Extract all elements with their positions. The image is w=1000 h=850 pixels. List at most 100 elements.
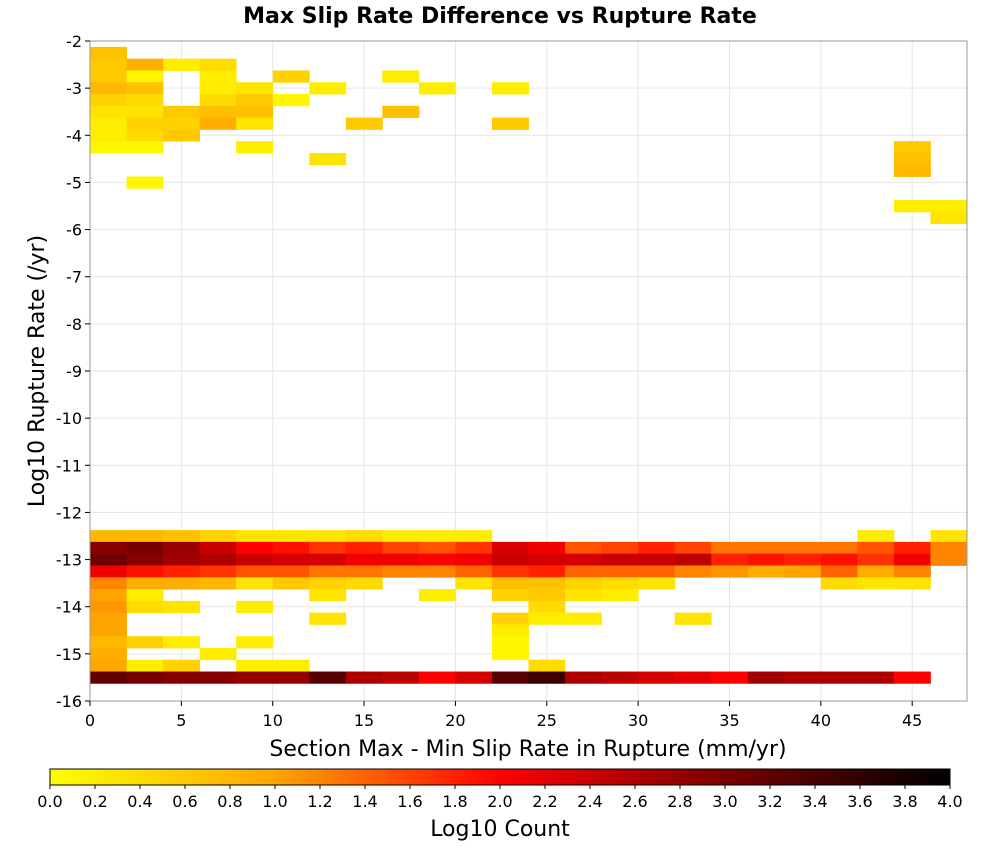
heatmap-cell	[90, 70, 127, 83]
heatmap-cell	[893, 671, 931, 684]
heatmap-cell	[90, 600, 127, 614]
heatmap-cell	[126, 82, 164, 95]
heatmap-cell	[272, 577, 310, 590]
heatmap-cell	[236, 671, 274, 684]
heatmap-cell	[893, 541, 931, 555]
heatmap-cell	[893, 553, 931, 566]
heatmap-cell	[711, 671, 749, 684]
heatmap-cell	[382, 565, 420, 578]
heatmap-cell	[601, 577, 639, 590]
heatmap-cell	[163, 671, 201, 684]
heatmap-cell	[491, 647, 529, 661]
heatmap-cell	[272, 565, 310, 578]
heatmap-cell	[784, 565, 822, 578]
heatmap-cell	[272, 94, 310, 107]
heatmap-cell	[199, 58, 237, 71]
y-tick-label: -8	[66, 315, 82, 334]
heatmap-cell	[528, 553, 566, 566]
heatmap-cell	[491, 636, 529, 649]
y-tick-label: -6	[66, 221, 82, 240]
heatmap-cell	[528, 671, 566, 684]
y-tick-label: -14	[56, 598, 82, 617]
heatmap-cell	[90, 541, 127, 555]
heatmap-cell	[126, 94, 164, 107]
x-tick-label: 25	[537, 711, 557, 730]
colorbar-label: Log10 Count	[430, 817, 570, 842]
heatmap-cell	[528, 541, 566, 555]
heatmap-cell	[236, 636, 274, 649]
heatmap-cell	[309, 82, 347, 95]
colorbar-tick-label: 3.0	[712, 792, 737, 811]
heatmap-cell	[126, 636, 164, 649]
heatmap-cell	[90, 530, 127, 543]
heatmap-cell	[126, 659, 164, 672]
y-tick-label: -13	[56, 551, 82, 570]
heatmap-cell	[418, 671, 456, 684]
colorbar-tick-label: 2.8	[667, 792, 692, 811]
heatmap-cell	[491, 117, 529, 130]
colorbar-tick-label: 1.2	[307, 792, 332, 811]
heatmap-cell	[674, 612, 712, 625]
heatmap-cell	[90, 141, 127, 154]
heatmap-cell	[309, 553, 347, 566]
heatmap-cell	[893, 200, 931, 213]
heatmap-cell	[455, 577, 493, 590]
heatmap-cell	[126, 70, 164, 83]
heatmap-cell	[747, 553, 785, 566]
heatmap-cell	[126, 565, 164, 578]
heatmap-cell	[418, 541, 456, 555]
heatmap-cell	[491, 565, 529, 578]
x-axis-label: Section Max - Min Slip Rate in Rupture (…	[269, 737, 786, 762]
heatmap-cell	[272, 659, 310, 672]
heatmap-cell	[382, 105, 420, 119]
heatmap-cell	[272, 671, 310, 684]
x-tick-label: 35	[719, 711, 739, 730]
heatmap-cell	[820, 577, 858, 590]
colorbar-tick-label: 0.2	[82, 792, 107, 811]
heatmap-cell	[638, 565, 676, 578]
x-tick-label: 5	[176, 711, 186, 730]
heatmap-cell	[163, 659, 201, 672]
heatmap-cell	[930, 541, 968, 555]
colorbar-tick-label: 0.4	[127, 792, 152, 811]
heatmap-cell	[163, 530, 201, 543]
heatmap-cell	[565, 671, 602, 684]
heatmap-cell	[893, 577, 931, 590]
heatmap-cell	[382, 541, 420, 555]
heatmap-cell	[601, 671, 639, 684]
heatmap-cell	[528, 577, 566, 590]
heatmap-cell	[601, 553, 639, 566]
heatmap-cell	[163, 600, 201, 614]
y-tick-label: -11	[56, 456, 82, 475]
y-tick-label: -2	[66, 32, 82, 51]
heatmap-cell	[638, 671, 676, 684]
heatmap-cell	[309, 589, 347, 602]
heatmap-cell	[857, 541, 895, 555]
heatmap-cell	[565, 565, 602, 578]
heatmap-cell	[565, 553, 602, 566]
heatmap-cell	[638, 553, 676, 566]
heatmap-cell	[345, 553, 383, 566]
heatmap-cell	[820, 565, 858, 578]
heatmap-cell	[199, 70, 237, 83]
heatmap-cell	[90, 636, 127, 649]
heatmap-cell	[565, 541, 602, 555]
heatmap-cell	[90, 46, 127, 60]
heatmap-cell	[90, 565, 127, 578]
y-tick-label: -9	[66, 362, 82, 381]
heatmap-cell	[345, 117, 383, 130]
heatmap-cell	[491, 82, 529, 95]
x-tick-label: 10	[263, 711, 283, 730]
heatmap-cell	[90, 647, 127, 661]
heatmap-cell	[418, 565, 456, 578]
heatmap-cell	[565, 577, 602, 590]
heatmap-cell	[90, 82, 127, 95]
heatmap-cell	[893, 141, 931, 154]
y-tick-label: -3	[66, 79, 82, 98]
heatmap-cell	[90, 612, 127, 625]
heatmap-cell	[345, 530, 383, 543]
colorbar-tick-label: 2.4	[577, 792, 602, 811]
heatmap-cell	[126, 671, 164, 684]
heatmap-cell	[418, 530, 456, 543]
